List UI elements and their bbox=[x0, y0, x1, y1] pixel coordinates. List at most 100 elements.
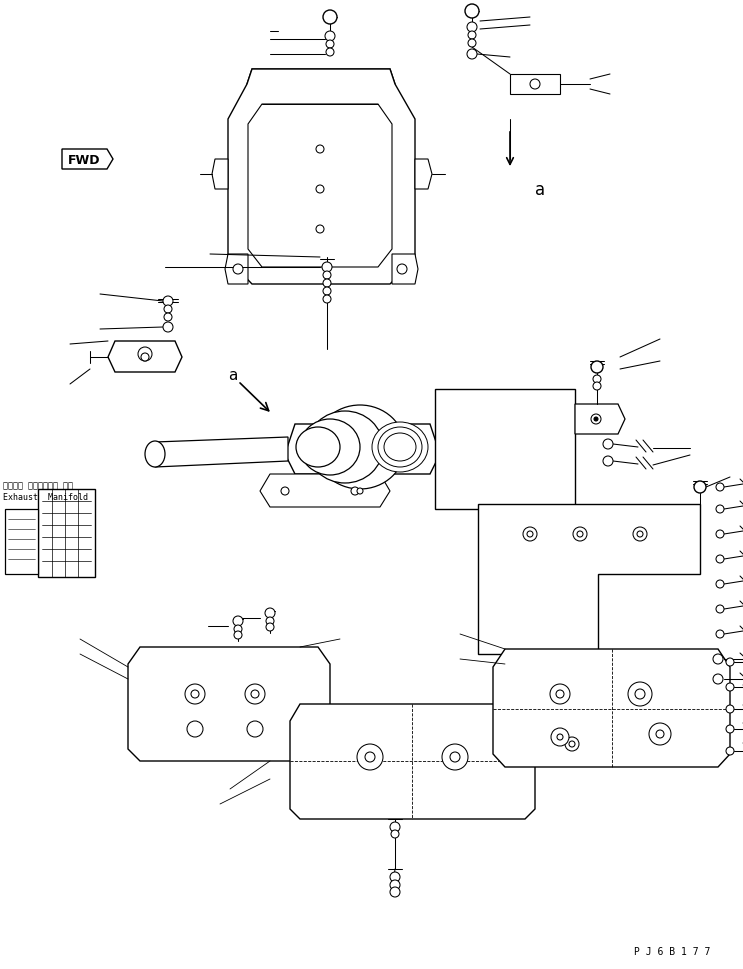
Circle shape bbox=[603, 440, 613, 450]
Polygon shape bbox=[212, 160, 228, 190]
Circle shape bbox=[323, 288, 331, 296]
Circle shape bbox=[637, 531, 643, 538]
Circle shape bbox=[164, 314, 172, 322]
Circle shape bbox=[323, 11, 337, 25]
Polygon shape bbox=[435, 390, 575, 510]
Polygon shape bbox=[285, 424, 440, 475]
Circle shape bbox=[593, 376, 601, 384]
Text: FWD: FWD bbox=[68, 153, 100, 167]
Polygon shape bbox=[228, 70, 415, 285]
Circle shape bbox=[591, 361, 603, 374]
Text: エキゾー ストマニホー ルド: エキゾー ストマニホー ルド bbox=[3, 481, 73, 490]
Polygon shape bbox=[128, 647, 330, 762]
Circle shape bbox=[726, 658, 734, 667]
Circle shape bbox=[357, 488, 363, 494]
Circle shape bbox=[281, 487, 289, 495]
Polygon shape bbox=[493, 649, 730, 767]
Circle shape bbox=[649, 723, 671, 745]
Circle shape bbox=[351, 487, 359, 495]
Polygon shape bbox=[510, 75, 560, 95]
Circle shape bbox=[550, 684, 570, 704]
Circle shape bbox=[390, 887, 400, 897]
Circle shape bbox=[163, 297, 173, 306]
Polygon shape bbox=[247, 70, 395, 102]
Circle shape bbox=[233, 265, 243, 275]
Circle shape bbox=[628, 682, 652, 706]
Circle shape bbox=[591, 415, 601, 424]
Circle shape bbox=[316, 146, 324, 154]
Circle shape bbox=[357, 744, 383, 770]
Circle shape bbox=[247, 721, 263, 737]
Circle shape bbox=[266, 617, 274, 625]
Circle shape bbox=[726, 725, 734, 734]
Circle shape bbox=[530, 79, 540, 90]
Circle shape bbox=[726, 683, 734, 691]
Polygon shape bbox=[520, 735, 615, 755]
Circle shape bbox=[573, 527, 587, 542]
Polygon shape bbox=[155, 438, 288, 467]
Polygon shape bbox=[260, 475, 390, 508]
Ellipse shape bbox=[296, 427, 340, 467]
Circle shape bbox=[185, 684, 205, 704]
Circle shape bbox=[713, 674, 723, 684]
Circle shape bbox=[635, 689, 645, 700]
Polygon shape bbox=[38, 489, 95, 578]
Circle shape bbox=[556, 690, 564, 699]
Circle shape bbox=[527, 531, 533, 538]
Circle shape bbox=[234, 632, 242, 640]
Circle shape bbox=[365, 752, 375, 763]
Polygon shape bbox=[392, 255, 418, 285]
Ellipse shape bbox=[372, 422, 428, 473]
Circle shape bbox=[468, 32, 476, 40]
Polygon shape bbox=[478, 505, 700, 654]
Circle shape bbox=[187, 721, 203, 737]
Circle shape bbox=[245, 684, 265, 704]
Circle shape bbox=[716, 555, 724, 563]
Circle shape bbox=[633, 527, 647, 542]
Circle shape bbox=[316, 186, 324, 194]
Circle shape bbox=[191, 690, 199, 699]
Circle shape bbox=[565, 737, 579, 751]
Circle shape bbox=[390, 880, 400, 891]
Circle shape bbox=[694, 482, 706, 493]
Circle shape bbox=[391, 830, 399, 838]
Circle shape bbox=[397, 265, 407, 275]
Circle shape bbox=[551, 729, 569, 746]
Circle shape bbox=[716, 606, 724, 613]
Circle shape bbox=[326, 49, 334, 57]
Circle shape bbox=[390, 822, 400, 832]
Polygon shape bbox=[62, 150, 113, 170]
Polygon shape bbox=[225, 255, 248, 285]
Circle shape bbox=[163, 323, 173, 332]
Circle shape bbox=[716, 631, 724, 639]
Circle shape bbox=[323, 296, 331, 303]
Circle shape bbox=[233, 616, 243, 626]
Circle shape bbox=[450, 752, 460, 763]
Circle shape bbox=[234, 625, 242, 634]
Ellipse shape bbox=[315, 406, 405, 489]
Circle shape bbox=[164, 305, 172, 314]
Circle shape bbox=[569, 741, 575, 747]
Polygon shape bbox=[5, 510, 38, 575]
Text: P J 6 B 1 7 7: P J 6 B 1 7 7 bbox=[634, 946, 710, 956]
Circle shape bbox=[594, 418, 598, 422]
Circle shape bbox=[716, 506, 724, 514]
Circle shape bbox=[467, 23, 477, 33]
Circle shape bbox=[593, 383, 601, 391]
Circle shape bbox=[656, 731, 664, 738]
Circle shape bbox=[468, 40, 476, 47]
Circle shape bbox=[141, 354, 149, 361]
Circle shape bbox=[138, 348, 152, 361]
Circle shape bbox=[326, 41, 334, 49]
Circle shape bbox=[603, 456, 613, 466]
Circle shape bbox=[266, 623, 274, 632]
Polygon shape bbox=[108, 342, 182, 373]
Text: a: a bbox=[535, 181, 545, 199]
Circle shape bbox=[716, 530, 724, 539]
Circle shape bbox=[523, 527, 537, 542]
Circle shape bbox=[467, 50, 477, 60]
Circle shape bbox=[251, 690, 259, 699]
Polygon shape bbox=[575, 405, 625, 434]
Circle shape bbox=[726, 747, 734, 755]
Circle shape bbox=[323, 271, 331, 280]
